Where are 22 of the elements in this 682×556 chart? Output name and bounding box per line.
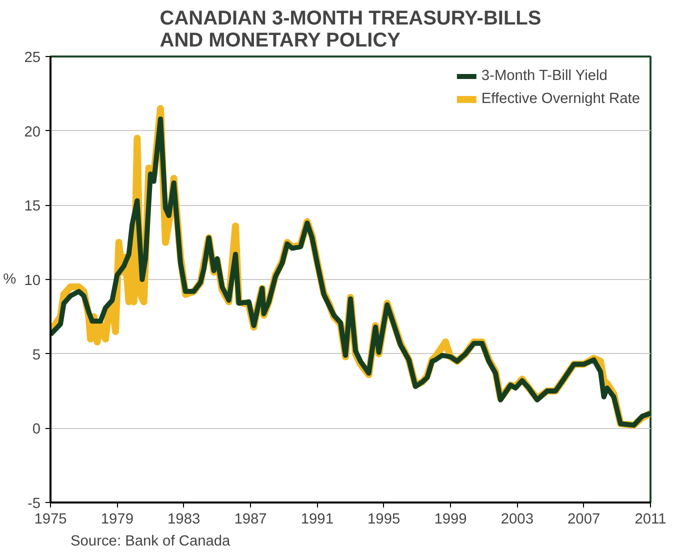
- x-tick-label: 1975: [34, 512, 67, 528]
- legend-label: 3-Month T-Bill Yield: [481, 68, 608, 84]
- x-tick-label: 2007: [568, 512, 600, 528]
- x-tick-label: 2011: [634, 512, 666, 528]
- x-tick-label: 2003: [500, 512, 534, 528]
- y-tick-label: 10: [24, 273, 41, 289]
- x-tick-label: 1999: [434, 512, 467, 528]
- x-tick-label: 1983: [168, 512, 200, 528]
- source-note: Source: Bank of Canada: [70, 534, 232, 550]
- x-tick-label: 1995: [368, 512, 400, 528]
- y-tick-label: 20: [24, 124, 41, 140]
- y-tick-label: 5: [32, 347, 41, 364]
- y-tick-label: -5: [27, 496, 41, 512]
- y-tick-label: 25: [24, 50, 41, 66]
- y-axis-title: %: [3, 272, 16, 288]
- legend-label: Effective Overnight Rate: [481, 91, 640, 107]
- chart-title: CANADIAN 3-MONTH TREASURY-BILLS AND MONETARY POLICY: [160, 8, 542, 52]
- y-tick-label: 15: [24, 198, 41, 215]
- x-tick-label: 1979: [100, 512, 134, 528]
- x-tick-label: 1987: [234, 512, 267, 528]
- y-tick-label: 0: [32, 422, 41, 438]
- x-tick-label: 1991: [300, 512, 334, 528]
